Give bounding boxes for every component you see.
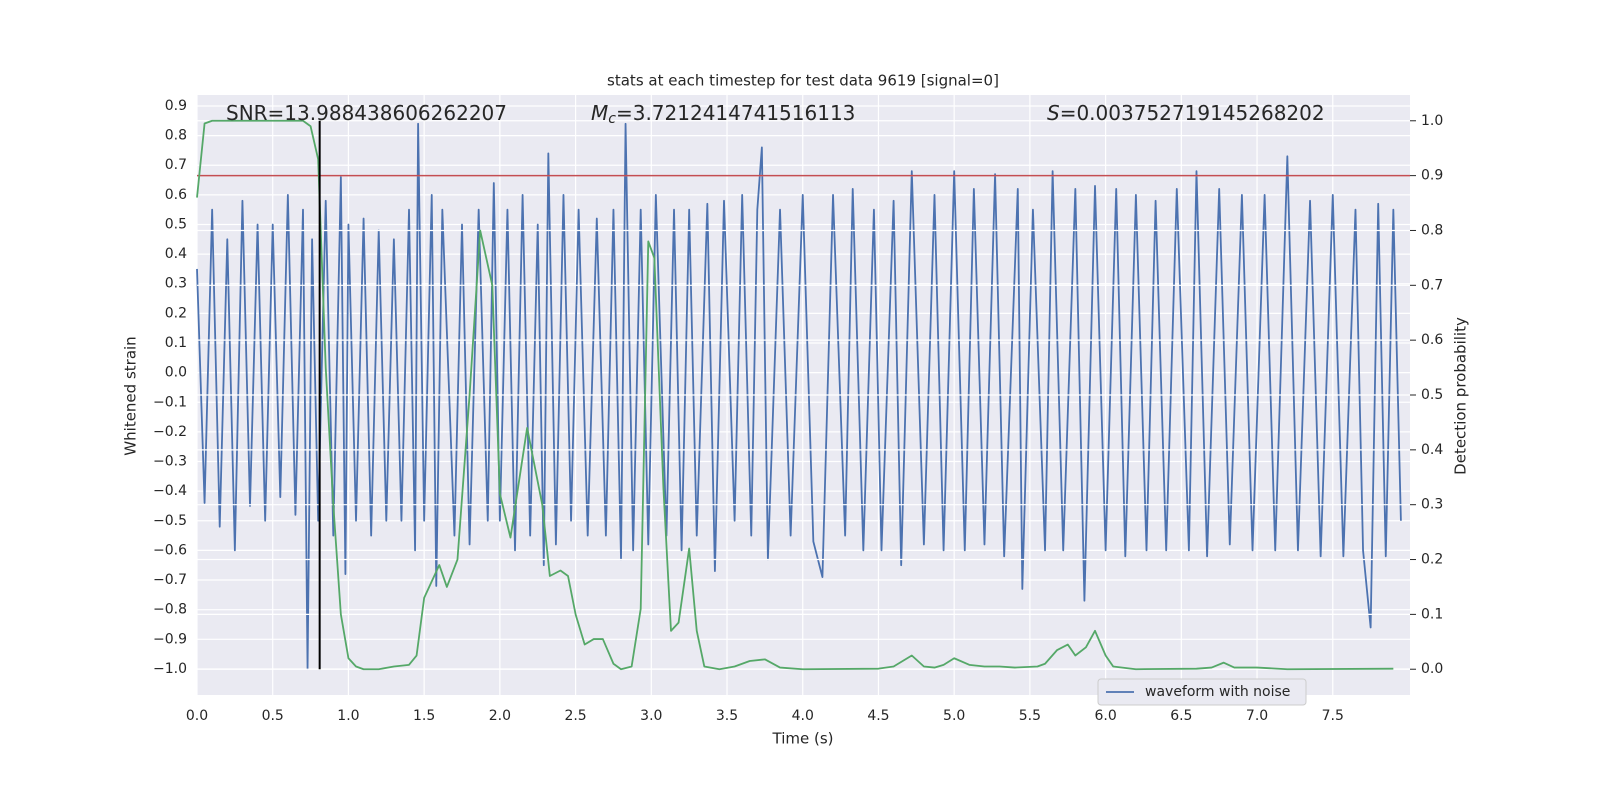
y-tick-label: −0.1: [153, 394, 187, 410]
annotation-text: =0.003752719145268202: [1060, 101, 1325, 125]
annotation: S=0.003752719145268202: [1047, 101, 1325, 125]
x-tick-label: 6.0: [1094, 708, 1116, 724]
y-tick-label: 0.0: [165, 365, 187, 381]
x-tick-label: 3.0: [640, 708, 662, 724]
x-tick-label: 4.0: [792, 708, 814, 724]
x-tick-label: 1.5: [413, 708, 435, 724]
y-tick-label: −0.2: [153, 424, 187, 440]
y-tick-label: −0.6: [153, 542, 187, 558]
y-tick-label: −0.9: [153, 631, 187, 647]
y-tick-label: −0.7: [153, 572, 187, 588]
waveform-line: [196, 122, 1402, 670]
y2-tick-label: 0.3: [1421, 497, 1443, 513]
y-tick-label: 0.4: [165, 246, 187, 262]
y2-tick-label: 0.9: [1421, 168, 1443, 184]
y-tick-label: 0.9: [165, 98, 187, 114]
y-tick-label: −0.4: [153, 483, 187, 499]
y-axis-label: Whitened strain: [122, 336, 140, 455]
y2-tick-label: 0.7: [1421, 277, 1443, 293]
y-tick-label: 0.2: [165, 305, 187, 321]
x-tick-label: 0.5: [262, 708, 284, 724]
y2-tick-label: 0.6: [1421, 332, 1443, 348]
annotation-text: SNR=13.988438606262207: [226, 101, 507, 125]
annotation-text: =3.7212414741516113: [616, 101, 855, 125]
y2-tick-label: 0.8: [1421, 222, 1443, 238]
x-tick-label: 3.5: [716, 708, 738, 724]
annotation-symbol: S: [1047, 101, 1060, 125]
chart-title: stats at each timestep for test data 961…: [607, 72, 999, 90]
x-tick-label: 5.0: [943, 708, 965, 724]
x-tick-label: 1.0: [337, 708, 359, 724]
annotation: Mc=3.7212414741516113: [591, 101, 855, 128]
y2-tick-label: 0.5: [1421, 387, 1443, 403]
y-tick-label: −1.0: [153, 661, 187, 677]
legend-box: [1097, 678, 1307, 706]
y2-tick-label: 0.0: [1421, 661, 1443, 677]
x-tick-label: 7.5: [1322, 708, 1344, 724]
y-tick-label: 0.5: [165, 216, 187, 232]
probability-line: [196, 119, 1394, 671]
x-tick-label: 2.0: [489, 708, 511, 724]
y2-tick-label: 1.0: [1421, 113, 1443, 129]
y-tick-label: −0.8: [153, 602, 187, 618]
legend-label: waveform with noise: [1145, 684, 1290, 700]
y-tick-label: −0.5: [153, 513, 187, 529]
x-tick-label: 7.0: [1246, 708, 1268, 724]
x-axis-label: Time (s): [772, 730, 834, 748]
y2-tick-label: 0.4: [1421, 442, 1443, 458]
y2-axis-label: Detection probability: [1452, 317, 1470, 475]
x-tick-label: 4.5: [867, 708, 889, 724]
y-tick-label: −0.3: [153, 454, 187, 470]
x-tick-label: 2.5: [564, 708, 586, 724]
y-tick-label: 0.3: [165, 276, 187, 292]
annotation-symbol: M: [591, 101, 608, 125]
x-tick-label: 5.5: [1019, 708, 1041, 724]
y2-tick-label: 0.1: [1421, 606, 1443, 622]
annotation-subscript: c: [608, 111, 616, 127]
y-tick-label: 0.1: [165, 335, 187, 351]
y2-tick-label: 0.2: [1421, 552, 1443, 568]
x-tick-label: 6.5: [1170, 708, 1192, 724]
y-tick-label: 0.8: [165, 128, 187, 144]
annotation: SNR=13.988438606262207: [226, 101, 507, 125]
x-tick-label: 0.0: [186, 708, 208, 724]
y-tick-label: 0.6: [165, 187, 187, 203]
y-tick-label: 0.7: [165, 157, 187, 173]
